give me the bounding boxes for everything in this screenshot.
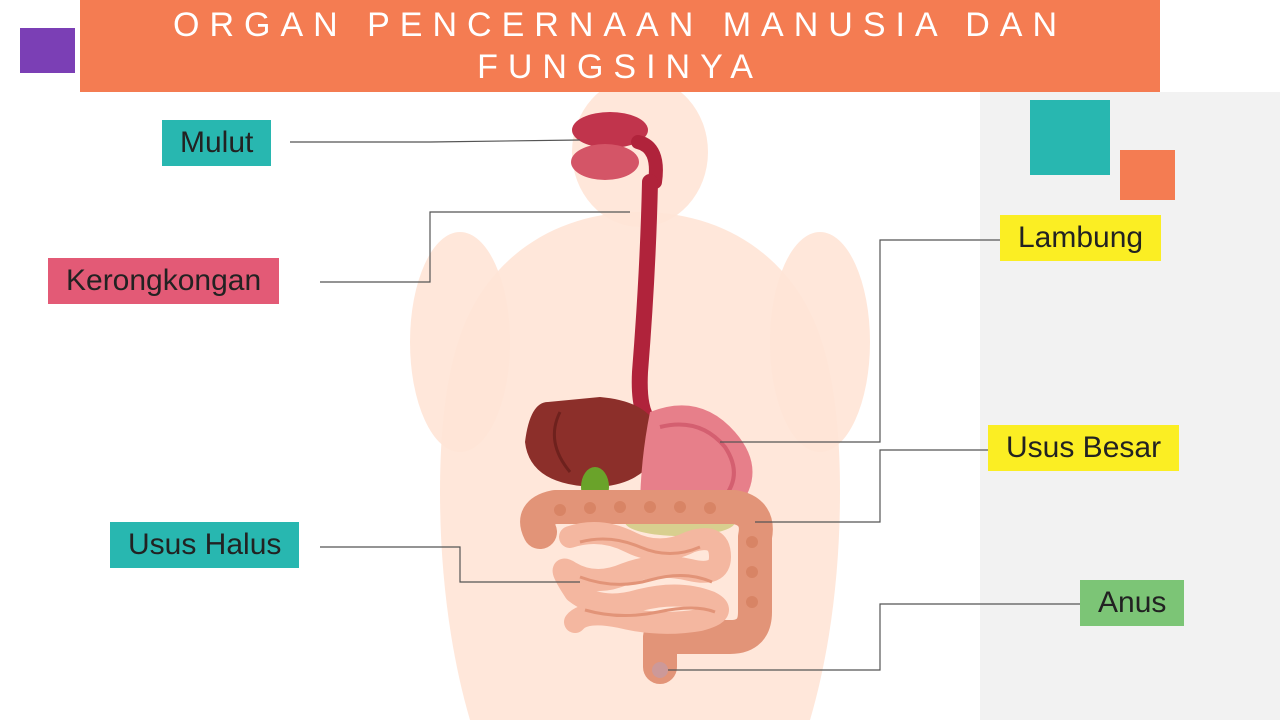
label-kerongkongan: Kerongkongan (48, 258, 279, 304)
label-usus-besar: Usus Besar (988, 425, 1179, 471)
anus-organ (652, 662, 668, 678)
label-mulut: Mulut (162, 120, 271, 166)
label-lambung: Lambung (1000, 215, 1161, 261)
page-title: ORGAN PENCERNAAN MANUSIA DAN FUNGSINYA (80, 0, 1160, 92)
label-usus-halus: Usus Halus (110, 522, 299, 568)
label-anus: Anus (1080, 580, 1184, 626)
deco-purple-square (20, 28, 75, 73)
